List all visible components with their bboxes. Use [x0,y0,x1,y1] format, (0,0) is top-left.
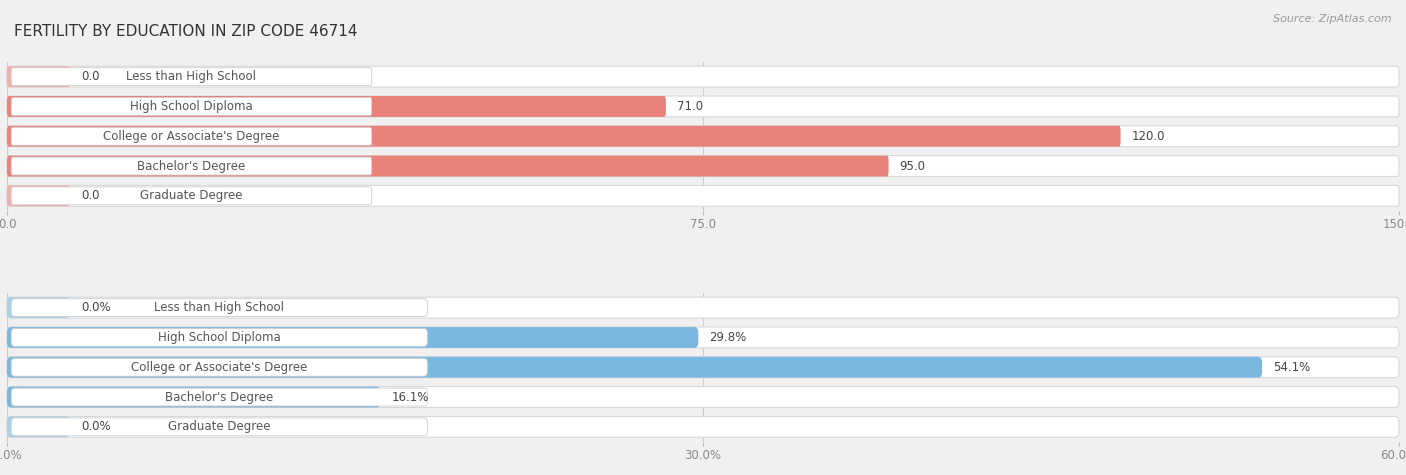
Text: College or Associate's Degree: College or Associate's Degree [103,130,280,143]
FancyBboxPatch shape [7,156,889,177]
Text: Less than High School: Less than High School [127,70,256,83]
FancyBboxPatch shape [7,327,1399,348]
FancyBboxPatch shape [7,357,1263,378]
Text: College or Associate's Degree: College or Associate's Degree [131,361,308,374]
Text: FERTILITY BY EDUCATION IN ZIP CODE 46714: FERTILITY BY EDUCATION IN ZIP CODE 46714 [14,24,357,39]
Text: Source: ZipAtlas.com: Source: ZipAtlas.com [1274,14,1392,24]
Text: 71.0: 71.0 [678,100,703,113]
Text: 54.1%: 54.1% [1274,361,1310,374]
FancyBboxPatch shape [11,97,371,115]
Text: Graduate Degree: Graduate Degree [169,420,270,433]
FancyBboxPatch shape [7,126,1399,147]
FancyBboxPatch shape [7,387,381,408]
Text: Less than High School: Less than High School [155,301,284,314]
FancyBboxPatch shape [7,185,1399,206]
Text: Bachelor's Degree: Bachelor's Degree [138,160,246,172]
Text: 16.1%: 16.1% [392,390,429,404]
FancyBboxPatch shape [11,329,427,346]
FancyBboxPatch shape [7,387,1399,408]
FancyBboxPatch shape [7,126,1121,147]
Text: 0.0%: 0.0% [80,301,111,314]
Text: 29.8%: 29.8% [710,331,747,344]
FancyBboxPatch shape [11,157,371,175]
FancyBboxPatch shape [7,185,70,206]
Text: High School Diploma: High School Diploma [131,100,253,113]
Text: 120.0: 120.0 [1132,130,1166,143]
FancyBboxPatch shape [7,297,70,318]
FancyBboxPatch shape [11,418,427,436]
FancyBboxPatch shape [7,297,1399,318]
Text: 0.0: 0.0 [80,190,100,202]
FancyBboxPatch shape [7,66,70,87]
FancyBboxPatch shape [7,417,1399,437]
FancyBboxPatch shape [11,358,427,376]
FancyBboxPatch shape [7,327,699,348]
FancyBboxPatch shape [7,417,70,437]
FancyBboxPatch shape [11,299,427,316]
Text: 0.0%: 0.0% [80,420,111,433]
Text: High School Diploma: High School Diploma [157,331,281,344]
FancyBboxPatch shape [7,156,1399,177]
FancyBboxPatch shape [11,127,371,145]
Text: Graduate Degree: Graduate Degree [141,190,243,202]
FancyBboxPatch shape [11,68,371,86]
Text: 95.0: 95.0 [900,160,925,172]
Text: 0.0: 0.0 [80,70,100,83]
FancyBboxPatch shape [11,388,427,406]
Text: Bachelor's Degree: Bachelor's Degree [165,390,273,404]
FancyBboxPatch shape [11,187,371,205]
FancyBboxPatch shape [7,357,1399,378]
FancyBboxPatch shape [7,96,1399,117]
FancyBboxPatch shape [7,96,666,117]
FancyBboxPatch shape [7,66,1399,87]
